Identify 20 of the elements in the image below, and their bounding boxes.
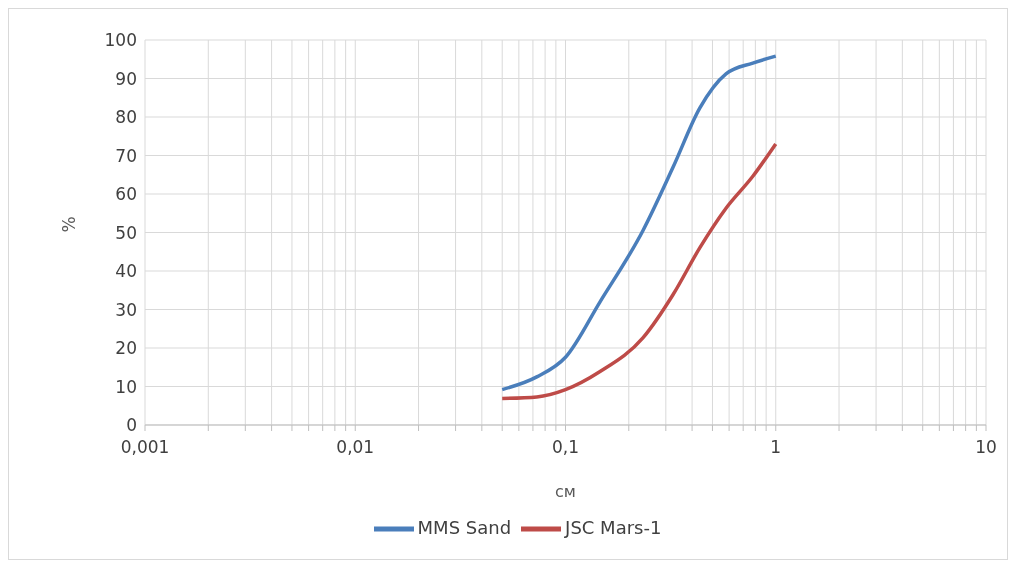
- y-tick-label: 100: [104, 30, 137, 51]
- y-tick-label: 50: [115, 222, 137, 243]
- y-tick-label: 10: [115, 376, 137, 397]
- y-tick-label: 90: [115, 68, 137, 89]
- y-tick-label: 20: [115, 338, 137, 359]
- x-tick-label: 0,001: [120, 437, 170, 458]
- x-axis-title: см: [555, 482, 576, 501]
- x-tick-label: 10: [975, 437, 997, 458]
- y-tick-label: 30: [115, 299, 137, 320]
- y-tick-label: 70: [115, 145, 137, 166]
- legend-label: JSC Mars-1: [565, 517, 662, 538]
- y-tick-label: 60: [115, 184, 137, 205]
- y-tick-label: 80: [115, 107, 137, 128]
- y-axis-title: %: [59, 216, 80, 233]
- x-tick-label: 0,01: [336, 437, 375, 458]
- x-tick-label: 0,1: [551, 437, 580, 458]
- y-tick-label: 0: [126, 415, 137, 436]
- legend-label: MMS Sand: [417, 517, 512, 538]
- y-tick-label: 40: [115, 261, 137, 282]
- x-tick-label: 1: [770, 437, 782, 458]
